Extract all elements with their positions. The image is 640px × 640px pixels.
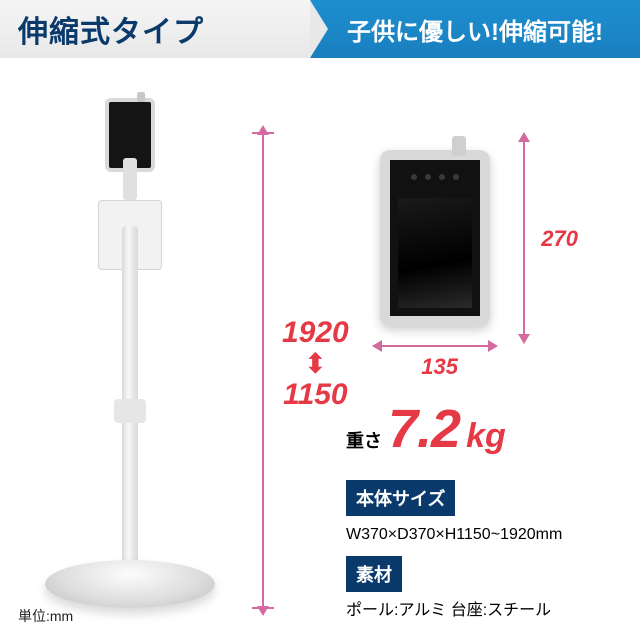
product-stand-illustration: [30, 98, 230, 608]
device-height-line: [523, 140, 525, 336]
mount-arm: [123, 158, 137, 200]
height-max: 1920: [282, 318, 349, 348]
weight-row: 重さ 7.2 kg: [346, 398, 616, 460]
updown-arrow-icon: ⬍: [282, 350, 349, 378]
header-left-text: 伸縮式タイプ: [18, 7, 204, 51]
dim-tick: [252, 607, 274, 609]
material-tag: 素材: [346, 556, 402, 592]
weight-unit: kg: [466, 417, 506, 456]
main: 1920 ⬍ 1150 270 135 重さ 7.2 kg 本体サイズ W370…: [0, 58, 640, 640]
header-right-text: 子供に優しい!伸縮可能!: [347, 12, 603, 47]
unit-note: 単位:mm: [18, 606, 73, 626]
device-width-line: [380, 345, 490, 347]
weight-value: 7.2: [388, 398, 460, 460]
header-left: 伸縮式タイプ: [0, 0, 310, 58]
size-tag: 本体サイズ: [346, 480, 455, 516]
pole-clamp: [114, 399, 146, 423]
device-width-value: 135: [421, 354, 458, 380]
size-value: W370×D370×H1150~1920mm: [346, 524, 616, 546]
sensor-dots-icon: [411, 174, 459, 180]
height-range: 1920 ⬍ 1150: [282, 318, 349, 410]
material-value: ポール:アルミ 台座:スチール: [346, 600, 616, 622]
spec-block: 重さ 7.2 kg 本体サイズ W370×D370×H1150~1920mm 素…: [346, 398, 616, 623]
header-right: 子供に優しい!伸縮可能!: [310, 0, 640, 58]
stand-base: [45, 560, 215, 608]
height-dimension-line: [262, 133, 264, 608]
header: 伸縮式タイプ 子供に優しい!伸縮可能!: [0, 0, 640, 58]
device-front-illustration: [380, 150, 490, 326]
dim-tick: [252, 132, 274, 134]
weight-label: 重さ: [346, 427, 382, 453]
height-min: 1150: [282, 380, 349, 410]
device-height-value: 270: [541, 226, 578, 252]
